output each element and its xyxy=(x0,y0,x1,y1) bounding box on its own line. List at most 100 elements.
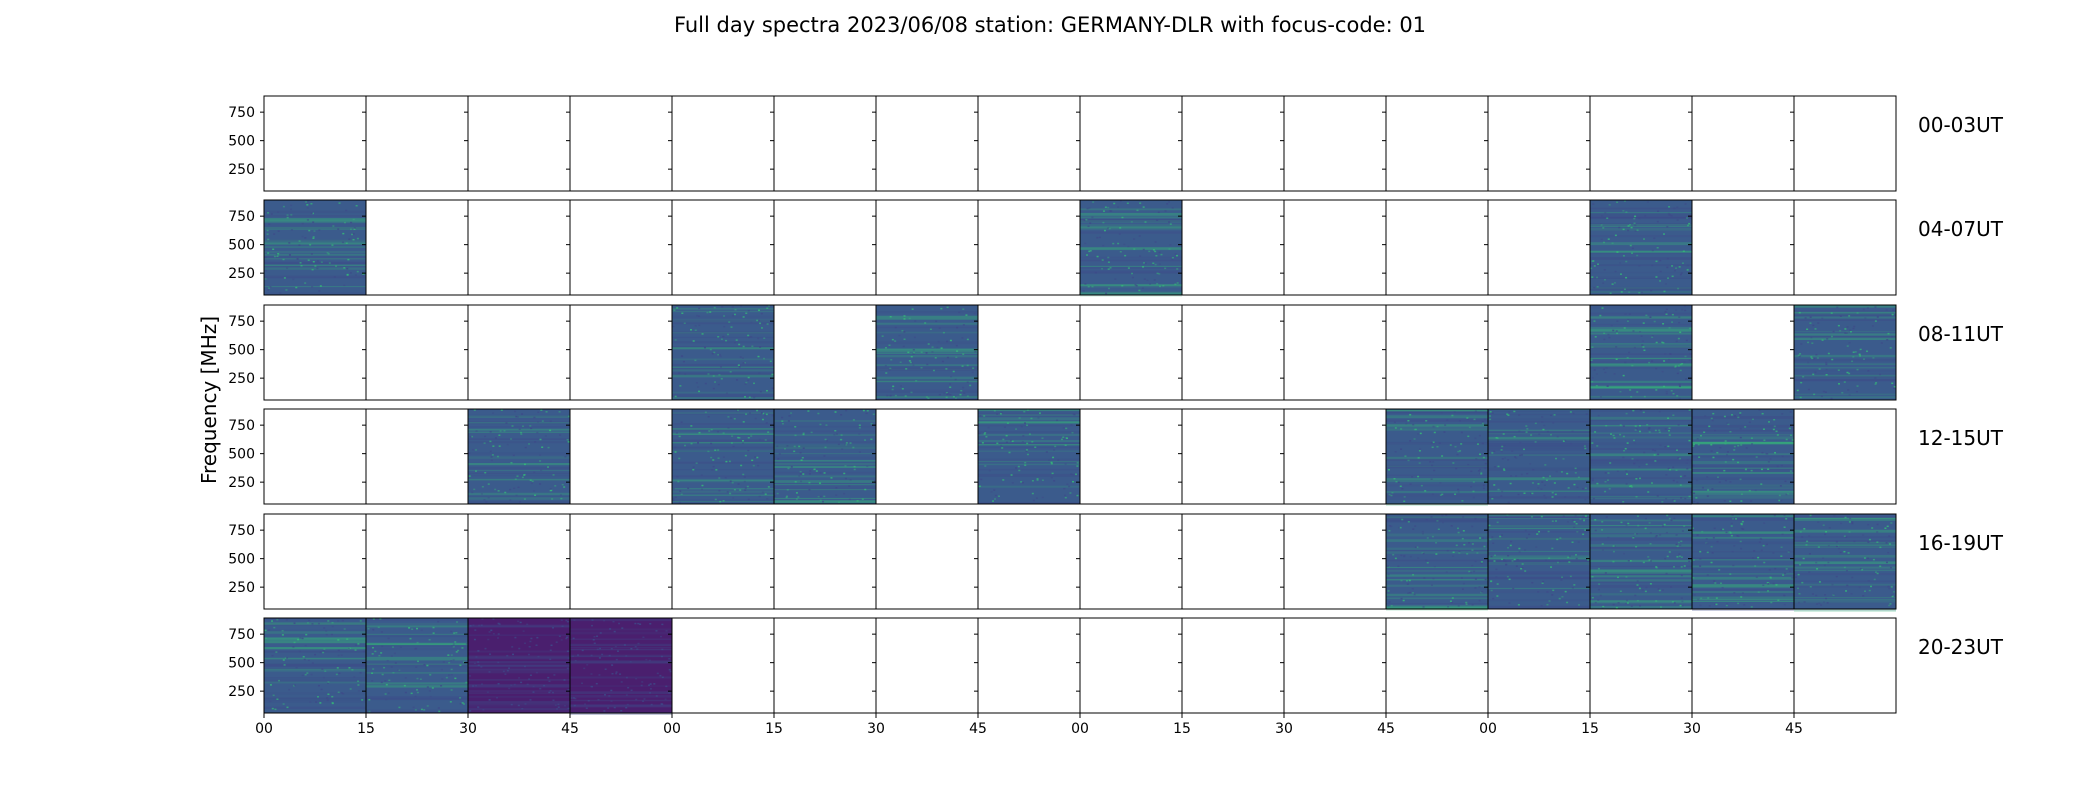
x-tick-label: 00 xyxy=(663,721,681,737)
spectrum-speckle xyxy=(481,618,484,620)
spectrum-speckle xyxy=(1672,498,1675,501)
spectrum-streak xyxy=(876,326,978,329)
spectrum-streak xyxy=(1692,608,1794,611)
spectrum-speckle xyxy=(306,672,309,674)
spectrum-streak xyxy=(1692,436,1794,440)
spectrum-speckle xyxy=(734,308,737,311)
spectrum-speckle xyxy=(761,491,764,494)
spectrum-panel xyxy=(1688,408,1795,505)
panel-frame xyxy=(1589,617,1693,714)
spectrum-speckle xyxy=(853,465,856,468)
spectrum-speckle xyxy=(819,472,822,474)
spectrum-speckle xyxy=(1082,290,1085,292)
spectrum-speckle xyxy=(1889,347,1892,349)
spectrum-speckle xyxy=(1725,531,1728,534)
spectrum-speckle xyxy=(1673,602,1676,604)
spectrum-speckle xyxy=(387,637,390,640)
spectrum-speckle xyxy=(559,434,562,436)
spectrum-speckle xyxy=(730,326,733,328)
spectrum-streak xyxy=(264,210,366,214)
spectrum-speckle xyxy=(598,657,601,659)
spectrum-speckle xyxy=(1393,421,1396,424)
row-label: 08-11UT xyxy=(1918,322,2004,346)
spectrum-speckle xyxy=(450,659,453,662)
spectrum-speckle xyxy=(998,495,1001,497)
spectrum-speckle xyxy=(540,409,543,411)
spectrum-streak xyxy=(1692,589,1794,591)
spectrum-speckle xyxy=(947,393,950,395)
spectrum-speckle xyxy=(866,410,869,412)
spectrum-speckle xyxy=(1599,314,1602,317)
spectrum-speckle xyxy=(1617,602,1620,604)
spectrum-speckle xyxy=(1026,453,1029,456)
spectrum-speckle xyxy=(1460,577,1463,579)
spectrum-speckle xyxy=(573,704,576,707)
spectrum-panel xyxy=(1484,304,1591,401)
spectrum-speckle xyxy=(903,338,906,340)
spectrum-speckle xyxy=(1131,276,1134,279)
spectrum-speckle xyxy=(1870,585,1873,588)
spectrum-speckle xyxy=(593,635,596,638)
spectrum-speckle xyxy=(669,670,672,673)
spectrum-speckle xyxy=(1843,535,1846,537)
spectrum-streak xyxy=(1590,573,1692,576)
spectrum-streak xyxy=(1080,291,1182,295)
spectrum-speckle xyxy=(1885,309,1888,311)
spectrum-speckle xyxy=(1830,397,1833,400)
spectrum-speckle xyxy=(1507,414,1510,416)
spectrum-speckle xyxy=(1833,593,1836,596)
spectrum-speckle xyxy=(873,480,876,482)
spectrum-speckle xyxy=(698,315,701,318)
spectrum-speckle xyxy=(1517,493,1520,496)
spectrum-speckle xyxy=(742,421,745,423)
spectrum-speckle xyxy=(533,471,536,474)
spectrum-streak xyxy=(1692,495,1794,499)
spectrum-speckle xyxy=(1612,545,1615,547)
spectrum-speckle xyxy=(1549,475,1552,477)
spectrum-speckle xyxy=(1729,532,1732,534)
spectrum-speckle xyxy=(1848,342,1851,344)
spectrum-speckle xyxy=(277,230,280,232)
spectrum-speckle xyxy=(1633,439,1636,442)
spectrum-speckle xyxy=(1760,468,1763,471)
spectrum-speckle xyxy=(1595,385,1598,387)
spectrum-speckle xyxy=(282,205,285,208)
spectrum-speckle xyxy=(1627,560,1630,562)
spectrum-speckle xyxy=(625,694,628,696)
spectrum-speckle xyxy=(459,664,462,667)
spectrum-speckle xyxy=(1152,262,1155,264)
spectrum-speckle xyxy=(1815,561,1818,564)
spectrum-speckle xyxy=(368,710,371,713)
spectrum-speckle xyxy=(1546,591,1549,593)
spectrum-speckle xyxy=(1571,541,1574,543)
spectrum-speckle xyxy=(1867,541,1870,543)
spectrum-speckle xyxy=(1635,428,1638,430)
spectrum-speckle xyxy=(1628,291,1631,294)
spectrum-streak xyxy=(1794,311,1896,315)
spectrum-speckle xyxy=(729,371,732,373)
spectrum-speckle xyxy=(1457,488,1460,491)
spectrum-speckle xyxy=(1639,605,1642,607)
spectrum-speckle xyxy=(1711,419,1714,422)
spectrum-speckle xyxy=(920,366,923,369)
spectrum-speckle xyxy=(1762,428,1765,430)
spectrum-speckle xyxy=(1830,312,1833,314)
spectrum-streak xyxy=(1692,443,1794,445)
spectrum-speckle xyxy=(1387,573,1390,576)
spectrum-speckle xyxy=(549,420,552,423)
y-tick-label: 500 xyxy=(228,552,255,568)
spectrum-streak xyxy=(264,622,366,625)
spectrum-speckle xyxy=(1635,495,1638,498)
spectrum-speckle xyxy=(910,361,913,364)
spectrum-speckle xyxy=(1667,212,1670,215)
spectrum-speckle xyxy=(1848,521,1851,523)
spectrum-speckle xyxy=(480,624,483,627)
spectrum-speckle xyxy=(1034,446,1037,448)
spectrum-speckle xyxy=(1574,514,1577,517)
spectrum-speckle xyxy=(571,655,574,658)
spectrum-streak xyxy=(774,497,876,500)
spectrum-speckle xyxy=(808,481,811,484)
spectrum-streak xyxy=(264,250,366,254)
spectrum-speckle xyxy=(603,710,606,712)
y-tick-label: 250 xyxy=(228,475,255,491)
